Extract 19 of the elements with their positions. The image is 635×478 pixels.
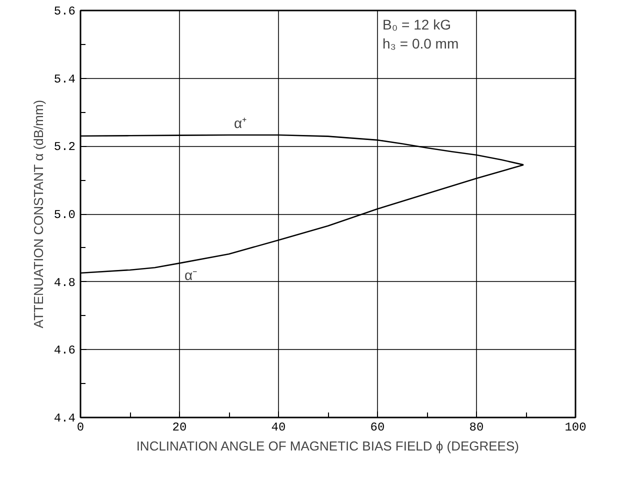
x-tick-label: 80 — [469, 420, 484, 434]
annotation: h₃ = 0.0 mm — [382, 36, 459, 52]
y-axis-title: ATTENUATION CONSTANT α (dB/mm) — [30, 100, 46, 328]
x-tick-label: 60 — [370, 420, 385, 434]
y-tick-label: 4.8 — [54, 276, 76, 290]
y-tick-label: 4.4 — [54, 412, 76, 426]
y-tick-label: 5.6 — [54, 4, 76, 18]
annotation: B₀ = 12 kG — [382, 16, 451, 32]
x-tick-label: 40 — [271, 420, 286, 434]
series-label: α⁻ — [184, 267, 198, 284]
y-tick-label: 5.2 — [54, 140, 76, 154]
y-tick-label: 4.6 — [54, 344, 76, 358]
x-tick-label: 0 — [76, 420, 84, 434]
series-label: α⁺ — [234, 114, 248, 131]
x-axis-title: INCLINATION ANGLE OF MAGNETIC BIAS FIELD ϕ (DEGREES) — [136, 438, 519, 454]
x-tick-label: 100 — [564, 420, 586, 434]
y-tick-label: 5.4 — [54, 72, 76, 86]
x-tick-label: 20 — [172, 420, 187, 434]
y-tick-label: 5.0 — [54, 208, 76, 222]
